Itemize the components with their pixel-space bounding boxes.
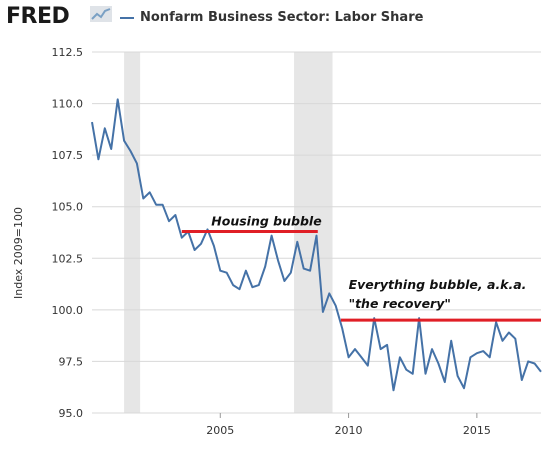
annotation-label: Housing bubble bbox=[211, 213, 321, 228]
legend-swatch bbox=[120, 16, 134, 19]
recession-band bbox=[124, 52, 141, 413]
title-area: Nonfarm Business Sector: Labor Share bbox=[120, 10, 423, 25]
y-tick-label: 105.0 bbox=[52, 201, 84, 214]
fred-logo: FRED bbox=[6, 4, 70, 29]
chart-title: Nonfarm Business Sector: Labor Share bbox=[140, 10, 424, 25]
y-axis-label: Index 2009=100 bbox=[12, 207, 25, 299]
annotations: Housing bubble Everything bubble, a.k.a. "… bbox=[181, 213, 541, 322]
y-tick-label: 100.0 bbox=[52, 304, 84, 317]
y-tick-labels: 95.0 97.5 100.0 102.5 105.0 107.5 110.0 112.5 bbox=[52, 46, 84, 420]
series-line bbox=[91, 98, 542, 392]
y-tick-label: 112.5 bbox=[52, 46, 84, 59]
y-tick-label: 110.0 bbox=[52, 98, 84, 111]
annotation-label: "the recovery" bbox=[349, 296, 451, 311]
x-tick-labels: 2005 2010 2015 bbox=[206, 413, 491, 437]
y-tick-label: 107.5 bbox=[52, 149, 84, 162]
graph-icon bbox=[90, 6, 112, 22]
y-tick-label: 97.5 bbox=[59, 355, 84, 368]
annotation-label: Everything bubble, a.k.a. bbox=[349, 277, 527, 292]
data-series bbox=[91, 98, 542, 392]
y-tick-label: 95.0 bbox=[59, 407, 84, 420]
x-tick-label: 2005 bbox=[206, 424, 234, 437]
grid-lines bbox=[92, 51, 541, 414]
y-tick-label: 102.5 bbox=[52, 252, 84, 265]
x-tick-label: 2010 bbox=[335, 424, 363, 437]
x-tick-label: 2015 bbox=[463, 424, 491, 437]
